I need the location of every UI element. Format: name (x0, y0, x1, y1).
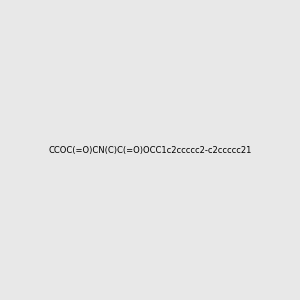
Text: CCOC(=O)CN(C)C(=O)OCC1c2ccccc2-c2ccccc21: CCOC(=O)CN(C)C(=O)OCC1c2ccccc2-c2ccccc21 (48, 146, 252, 154)
